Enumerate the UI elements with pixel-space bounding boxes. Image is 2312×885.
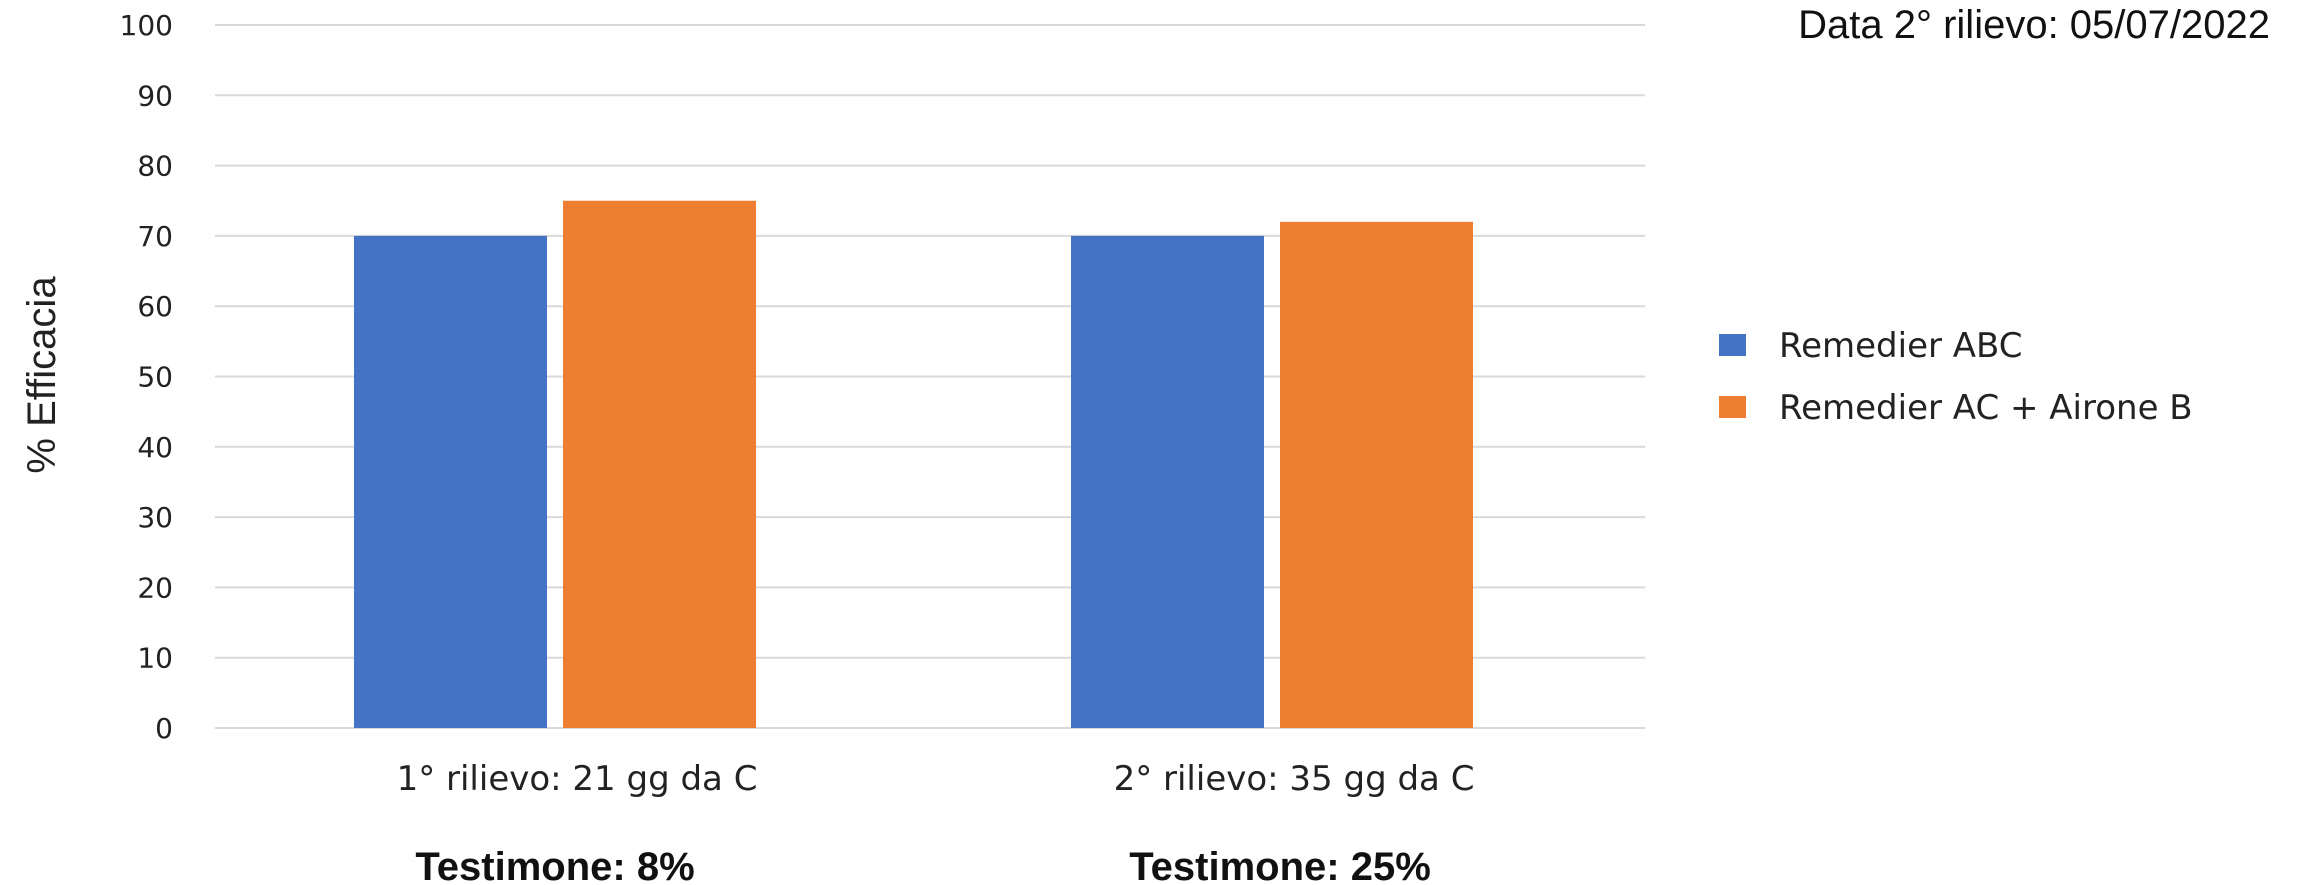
- legend-label-2: Remedier AC + Airone B: [1779, 388, 2193, 428]
- x-category-label-2: 2° rilievo: 35 gg da C: [1114, 759, 1475, 799]
- y-tick-label-80: 80: [137, 150, 173, 183]
- bar-2-series-2: [1280, 221, 1473, 728]
- y-tick-label-60: 60: [137, 290, 173, 323]
- y-tick-label-50: 50: [137, 361, 173, 394]
- legend: Remedier ABC Remedier AC + Airone B: [1719, 326, 2193, 428]
- y-tick-label-20: 20: [137, 571, 173, 604]
- footnote-1: Testimone: 8%: [415, 845, 694, 885]
- x-axis-categories: 1° rilievo: 21 gg da C 2° rilievo: 35 gg …: [397, 759, 1475, 799]
- y-tick-label-100: 100: [120, 9, 173, 42]
- y-tick-label-10: 10: [137, 642, 173, 675]
- bar-1-series-1: [354, 235, 547, 728]
- bar-2-series-1: [1071, 235, 1264, 728]
- y-tick-label-70: 70: [137, 220, 173, 253]
- footnote-2: Testimone: 25%: [1129, 845, 1431, 885]
- bar-1-series-2: [563, 200, 756, 728]
- y-tick-label-90: 90: [137, 79, 173, 112]
- date-note: Data 2° rilievo: 05/07/2022: [1798, 3, 2270, 47]
- legend-swatch-1: [1719, 334, 1746, 356]
- y-axis-ticks: 0 10 20 30 40 50 60 70 80 90 100: [120, 9, 173, 745]
- bars: [354, 200, 1473, 728]
- footnotes: Testimone: 8% Testimone: 25%: [415, 845, 1430, 885]
- legend-label-1: Remedier ABC: [1779, 326, 2023, 366]
- y-axis-title: % Efficacia: [20, 276, 64, 474]
- y-tick-label-40: 40: [137, 431, 173, 464]
- y-tick-label-30: 30: [137, 501, 173, 534]
- y-tick-label-0: 0: [155, 712, 173, 745]
- x-category-label-1: 1° rilievo: 21 gg da C: [397, 759, 758, 799]
- legend-swatch-2: [1719, 396, 1746, 418]
